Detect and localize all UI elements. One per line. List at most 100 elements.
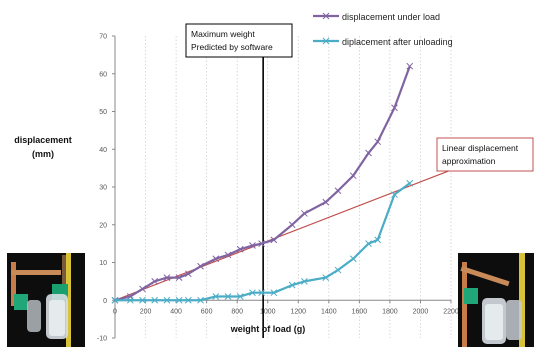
x-tick-label-1200: 1200 (290, 308, 306, 315)
series-2-point-21 (391, 191, 398, 198)
x-axis-label: weight of load (g) (230, 324, 306, 334)
y-tick-label-70: 70 (99, 34, 107, 41)
series-group (111, 62, 414, 304)
linear-approx-label-line2: approximation (442, 156, 496, 166)
y-axis-label-line1: displacement (14, 135, 72, 145)
series-2-point-17 (334, 266, 342, 274)
x-tick-label-600: 600 (201, 308, 213, 315)
series-2-point-2 (139, 296, 146, 304)
series-2-point-11 (249, 289, 256, 297)
series-2-point-7 (197, 296, 204, 304)
x-tick-label-0: 0 (113, 308, 117, 315)
x-tick-label-200: 200 (140, 308, 152, 315)
legend: displacement under load diplacement afte… (313, 12, 453, 47)
series-1-point-15 (301, 210, 308, 217)
series-2-point-19 (365, 240, 372, 247)
series-2-point-15 (301, 278, 308, 285)
x-tick-label-2000: 2000 (413, 308, 429, 315)
x-tick-label-1600: 1600 (352, 308, 368, 315)
series-1-point-7 (197, 262, 204, 270)
series-2-point-12 (258, 289, 265, 297)
x-tick-label-1000: 1000 (260, 308, 276, 315)
series-1-point-10 (236, 245, 244, 253)
max-weight-callout-box (185, 23, 293, 58)
tick-labels: -10 0 10 20 30 40 50 60 70 0 200 400 600 800 1000 1200 1… (97, 34, 459, 343)
series-1-point-2 (139, 285, 146, 293)
x-tick-label-400: 400 (170, 308, 182, 315)
x-tick-label-1800: 1800 (382, 308, 398, 315)
y-tick-label-50: 50 (99, 109, 107, 116)
right-photo-bottle-highlight (485, 304, 503, 340)
y-tick-label-10: 10 (99, 260, 107, 267)
y-axis-label-line2: (mm) (32, 149, 54, 159)
y-tick-label-60: 60 (99, 71, 107, 78)
series-2-point-5 (175, 296, 183, 304)
left-photo-rod (66, 253, 71, 347)
x-tick-label-1400: 1400 (321, 308, 337, 315)
series-2-point-4 (163, 296, 171, 304)
series-2-point-22 (406, 179, 414, 187)
series-2-point-13 (270, 289, 278, 297)
right-photo-post (462, 262, 467, 347)
legend-marker-b-series-1 (322, 12, 330, 20)
series-2-point-14 (288, 281, 296, 289)
left-photo-arm (11, 270, 61, 275)
series-1-point-16 (322, 198, 330, 206)
series-1-point-11 (249, 242, 256, 249)
series-1-point-22 (406, 62, 414, 70)
left-photo (7, 253, 85, 347)
series-2-point-3 (151, 296, 159, 304)
left-photo-clamp (14, 294, 28, 310)
max-weight-label-line2: Predicted by software (191, 42, 273, 52)
series-1-point-8 (212, 255, 220, 263)
series-1-point-3 (151, 278, 159, 285)
grid-lines (145, 36, 452, 338)
series-2-point-6 (184, 296, 192, 304)
series-2-point-0 (111, 296, 119, 304)
series-2-point-8 (212, 293, 220, 300)
max-weight-label-line1: Maximum weight (191, 29, 255, 39)
right-photo-rod (519, 253, 525, 347)
reference-lines (114, 57, 452, 338)
left-photo-post (11, 262, 16, 306)
y-tick-label-0: 0 (103, 298, 107, 305)
series-1-point-14 (288, 221, 296, 229)
series-1-point-6 (184, 270, 192, 278)
axes (112, 35, 452, 339)
series-2-point-18 (349, 255, 357, 263)
left-photo-bottle-back (27, 300, 41, 332)
y-tick-label-20: 20 (99, 222, 107, 229)
series-2-point-10 (236, 293, 244, 300)
legend-label-series-1: displacement under load (342, 12, 440, 22)
series-1-point-12 (258, 240, 265, 247)
left-photo-bottle-highlight (49, 300, 65, 336)
series-1-point-9 (224, 251, 232, 259)
x-tick-label-800: 800 (231, 308, 243, 315)
series-2-point-1 (126, 296, 134, 304)
series-1-point-4 (163, 274, 171, 281)
right-photo-arm (460, 266, 510, 287)
series-1-point-19 (365, 149, 372, 157)
series-1-point-20 (374, 138, 382, 146)
series-2-point-9 (224, 293, 232, 300)
series-2-point-16 (322, 274, 330, 281)
right-photo-bottle-2 (506, 300, 522, 340)
series-1-point-18 (349, 172, 357, 180)
y-tick-label-40: 40 (99, 147, 107, 154)
legend-marker-b-series-2 (322, 37, 330, 45)
y-tick-label--10: -10 (97, 336, 107, 343)
left-photo-rod-shadow (62, 255, 66, 295)
linear-approx-callout-box (436, 137, 534, 172)
legend-label-series-2: diplacement after unloading (342, 37, 453, 47)
series-1-point-21 (391, 104, 398, 112)
series-1-point-17 (334, 187, 342, 195)
series-1-point-13 (270, 236, 278, 244)
x-tick-label-2200: 2200 (443, 308, 459, 315)
right-photo (458, 253, 534, 347)
series-2-point-20 (374, 236, 382, 244)
y-tick-label-30: 30 (99, 185, 107, 192)
right-photo-clamp (464, 288, 478, 304)
series-1-point-5 (175, 274, 183, 281)
linear-approx-label-line1: Linear displacement (442, 143, 519, 153)
